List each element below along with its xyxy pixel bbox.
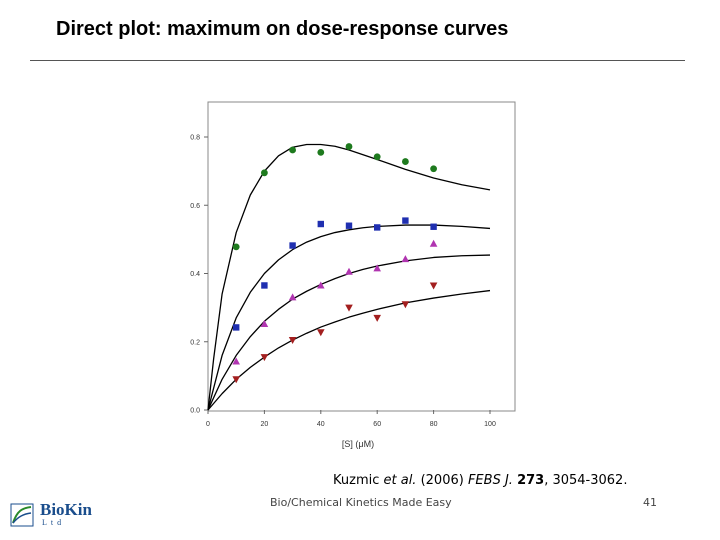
data-point-triangle-up <box>288 293 297 301</box>
x-tick-label: 60 <box>373 421 381 428</box>
x-tick-label: 100 <box>484 421 496 428</box>
citation: Kuzmic et al. (2006) FEBS J. 273, 3054-3… <box>333 473 627 488</box>
data-point-circle <box>317 148 325 156</box>
biokin-logo: BioKin Ltd <box>10 500 92 530</box>
citation-year: (2006) <box>416 473 468 488</box>
data-point-square <box>233 324 240 331</box>
logo-curve-icon <box>10 503 34 527</box>
logo-subtitle: Ltd <box>42 518 66 527</box>
chart-axes: 0 20 40 60 80 100 0.0 0.2 0.4 0.6 0.8 <box>190 135 496 429</box>
citation-authors: Kuzmic <box>333 473 384 488</box>
data-point-square <box>261 282 268 289</box>
footer-text: Bio/Chemical Kinetics Made Easy <box>270 496 452 509</box>
data-point-triangle-up <box>232 357 240 365</box>
citation-pages: , 3054-3062. <box>544 473 628 488</box>
plot-frame <box>207 101 516 412</box>
data-point-triangle-up <box>373 264 381 272</box>
x-tick-label: 40 <box>317 421 325 428</box>
data-point-square <box>402 217 409 224</box>
data-point-circle <box>232 243 240 251</box>
data-point-circle <box>289 146 296 154</box>
data-point-circle <box>261 169 268 177</box>
data-point-circle <box>430 165 437 173</box>
data-point-square <box>374 224 381 231</box>
fit-curve-1 <box>207 143 491 411</box>
data-point-triangle-up <box>401 255 410 263</box>
title-divider <box>30 60 685 61</box>
citation-volume: 273 <box>517 473 545 488</box>
citation-journal: FEBS J. <box>467 473 513 488</box>
data-point-triangle-down <box>317 329 325 337</box>
y-tick-label: 0.8 <box>190 135 200 142</box>
x-axis-label: [S] (μM) <box>342 439 374 449</box>
data-point-square <box>317 220 324 228</box>
y-tick-label: 0.2 <box>190 339 200 346</box>
data-point-triangle-down <box>373 314 381 322</box>
logo-name: BioKin <box>40 500 92 519</box>
data-point-triangle-down <box>401 301 410 309</box>
data-point-triangle-up <box>260 320 269 328</box>
x-tick-label: 80 <box>430 421 438 428</box>
data-point-square <box>345 222 353 229</box>
data-point-triangle-up <box>345 267 353 275</box>
data-point-triangle-down <box>345 304 353 312</box>
citation-etal: et al. <box>383 473 417 488</box>
page-number: 41 <box>643 496 657 509</box>
y-tick-label: 0.4 <box>190 271 200 278</box>
data-point-triangle-up <box>429 239 438 247</box>
slide-title: Direct plot: maximum on dose-response cu… <box>56 18 509 40</box>
data-point-triangle-down <box>260 354 269 362</box>
data-point-triangle-down <box>429 282 438 290</box>
data-point-circle <box>373 153 381 161</box>
x-tick-label: 0 <box>206 421 210 428</box>
y-tick-label: 0.6 <box>190 203 200 210</box>
data-point-triangle-up <box>317 281 325 289</box>
data-point-square <box>289 242 296 249</box>
data-points <box>232 143 438 384</box>
data-point-circle <box>402 158 409 165</box>
data-point-circle <box>345 143 353 150</box>
data-point-square <box>430 223 437 230</box>
y-tick-label: 0.0 <box>190 408 200 415</box>
fit-curve-2 <box>207 224 491 411</box>
fit-curve-4 <box>207 289 491 411</box>
data-point-triangle-down <box>232 376 240 384</box>
data-point-triangle-down <box>288 337 297 345</box>
x-tick-label: 20 <box>261 421 269 428</box>
